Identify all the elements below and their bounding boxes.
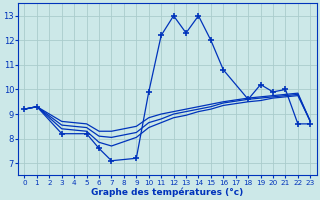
X-axis label: Graphe des températures (°c): Graphe des températures (°c) bbox=[91, 187, 244, 197]
